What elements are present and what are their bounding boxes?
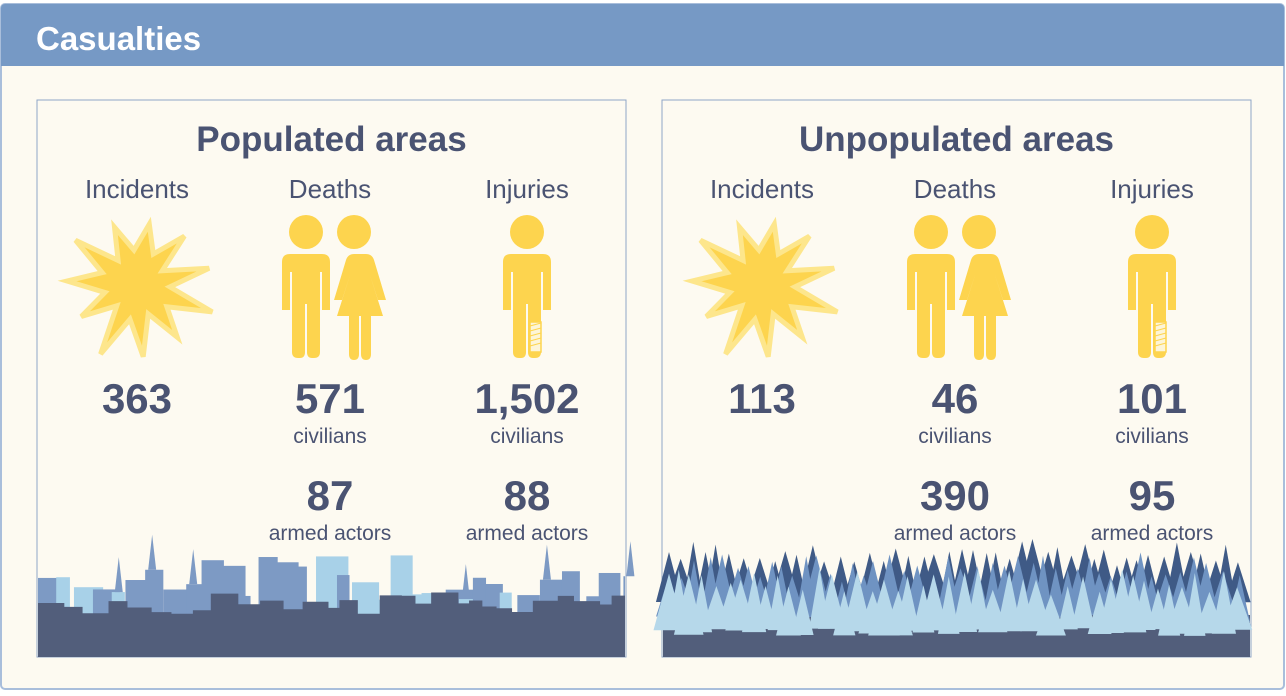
stat-caption: civilians [918,425,992,448]
stat-value: 571 [295,375,365,422]
stat-caption: armed actors [1091,522,1214,545]
stat-value: 113 [728,375,796,422]
column-label: Injuries [1110,174,1194,204]
person-head [962,215,996,249]
stat-value: 46 [932,375,979,422]
stat-value: 101 [1117,375,1187,422]
stat-caption: armed actors [466,522,589,545]
stat-value: 390 [920,472,990,519]
stat-caption: civilians [490,425,564,448]
stat-caption: civilians [1115,425,1189,448]
person-head [510,215,544,249]
column-label: Deaths [914,174,996,204]
stat-caption: civilians [293,425,367,448]
stat-caption: armed actors [894,522,1017,545]
stat-value: 95 [1129,472,1176,519]
stat-value: 87 [307,472,354,519]
bandage [530,322,541,352]
stat-caption: armed actors [269,522,392,545]
bandage [1155,322,1166,352]
panel-title: Unpopulated areas [799,120,1114,159]
person-head [289,215,323,249]
person-head [1135,215,1169,249]
infographic: Casualties Populated areasIncidents363De… [0,0,1286,691]
column-label: Deaths [289,174,371,204]
panel: Unpopulated areas Incidents 113 Deaths 46 civ… [653,100,1252,657]
column-label: Incidents [85,174,189,204]
person-head [914,215,948,249]
column-label: Injuries [485,174,569,204]
column-label: Incidents [710,174,814,204]
person-head [337,215,371,249]
stat-value: 1,502 [474,375,579,422]
stat-value: 363 [102,375,172,422]
panel-title: Populated areas [196,120,466,159]
stat-value: 88 [504,472,551,519]
header-title: Casualties [36,20,201,57]
